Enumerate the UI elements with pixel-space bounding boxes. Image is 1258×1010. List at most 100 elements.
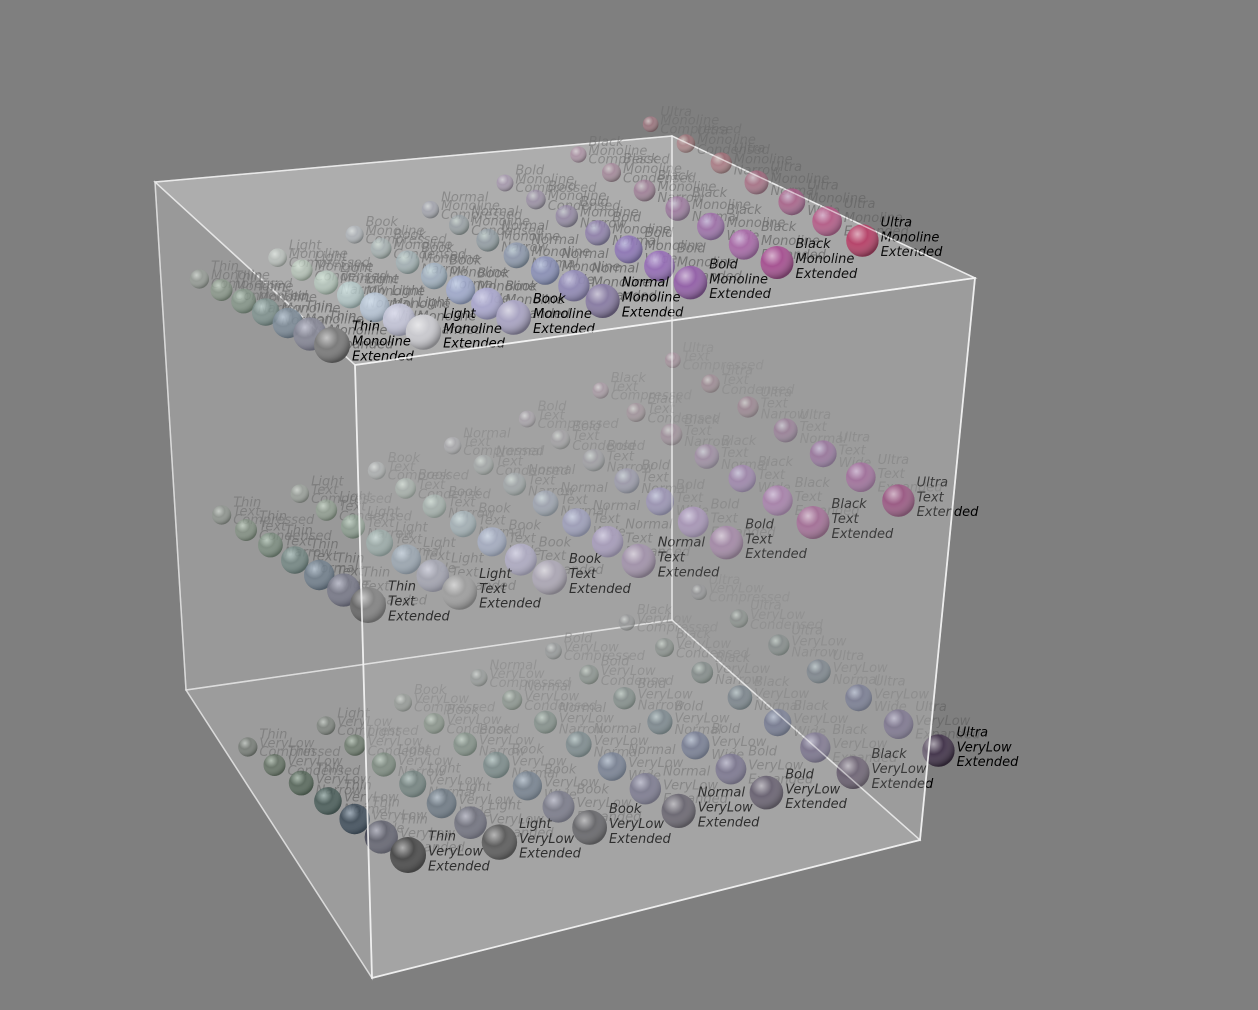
sphere-shading [503, 242, 530, 269]
data-point: Bold Monoline Condensed [526, 179, 621, 214]
point-label-line: Light [519, 817, 552, 832]
data-point: Ultra VeryLow Extended [922, 725, 1019, 770]
point-label-line: VeryLow [711, 735, 766, 750]
data-point: Book VeryLow Extended [572, 802, 671, 847]
sphere-tint [633, 179, 656, 202]
point-label: Book Text Extended [569, 552, 631, 597]
sphere-shading [496, 300, 531, 335]
point-label-line: Ultra [734, 142, 766, 157]
data-point: Bold Monoline Extended [673, 257, 772, 302]
point-label-line: VeryLow [663, 778, 718, 793]
sphere-shading [744, 170, 769, 195]
point-label-line: Text [648, 402, 676, 417]
sphere-shading [258, 532, 283, 558]
point-label-line: Extended [917, 505, 979, 520]
point-label-line: Bold [564, 632, 593, 647]
point-label-line: Normal [490, 658, 538, 673]
sphere-tint [359, 292, 390, 323]
point-label-line: VeryLow [637, 612, 692, 627]
sphere-tint [677, 506, 709, 538]
sphere-shading [768, 634, 790, 656]
data-point: UltraMonolineNarrow [710, 142, 793, 178]
data-point: BookTextWide [477, 518, 541, 559]
point-label-line: VeryLow [832, 737, 887, 752]
sphere-tint [728, 229, 760, 260]
data-point: Book VeryLow Compressed [394, 683, 496, 716]
point-label-line: VeryLow [915, 714, 970, 729]
point-label-line: Light [366, 273, 399, 288]
sphere-tint [454, 806, 487, 839]
sphere-shading [367, 461, 386, 480]
point-label-line: Light [479, 567, 512, 582]
sphere-shading [350, 587, 386, 623]
data-point: Black VeryLow Narrow [691, 651, 770, 688]
point-label: Black VeryLow Condensed [676, 627, 750, 662]
point-label-line: Monoline [366, 224, 425, 239]
sphere-tint [701, 374, 720, 393]
data-point: Black VeryLow Condensed [655, 627, 750, 662]
point-label-line: Normal [501, 219, 549, 234]
point-label-line: Monoline [881, 230, 940, 245]
sphere-tint [532, 490, 559, 517]
point-label-line: Bold [538, 400, 567, 415]
point-label-line: Bold [711, 722, 740, 737]
point-label-line: Black [648, 392, 684, 407]
sphere-shading [314, 787, 342, 815]
sphere-shading [405, 314, 442, 350]
point-label-line: Text [641, 470, 669, 485]
point-label-line: VeryLow [344, 791, 399, 806]
point-label: Ultra Text Expanded [878, 453, 944, 496]
point-label-line: Compressed [414, 701, 496, 716]
point-label-line: Text [684, 424, 712, 439]
sphere-tint [304, 559, 335, 591]
data-point: Ultra Monoline Compressed [642, 105, 742, 137]
data-point: Ultra Text Expanded [846, 453, 943, 496]
point-label-line: Monoline [589, 144, 648, 159]
point-label-line: Normal [594, 722, 642, 737]
point-label-line: Ultra [874, 674, 906, 689]
point-label-line: Bold [612, 210, 641, 225]
sphere-shading [762, 485, 793, 516]
sphere-tint [314, 270, 339, 295]
point-label-line: Monoline [796, 252, 855, 267]
point-label-line: Extended [428, 860, 490, 875]
point-label-line: Black [832, 723, 868, 738]
point-label: Thin Text Extended [388, 580, 450, 625]
sphere-tint [545, 642, 562, 660]
data-point: Normal VeryLow Narrow [533, 701, 614, 737]
point-label: Ultra VeryLow Extended [957, 725, 1019, 770]
point-label-line: Monoline [771, 172, 830, 187]
point-label-line: Text [285, 534, 313, 549]
sphere-shading [371, 752, 396, 777]
data-point: Normal Monoline Extended [585, 276, 684, 321]
sphere-shading [471, 287, 504, 320]
data-point: Book Text Extended [532, 552, 631, 597]
sphere-shading [647, 709, 673, 735]
data-point: Normal VeryLow Condensed [501, 680, 598, 714]
point-label: Light Monoline Expanded [417, 295, 483, 338]
sphere-shading [555, 205, 578, 228]
point-label-line: Light [417, 295, 450, 310]
sphere-shading [570, 146, 587, 163]
point-label-line: VeryLow [428, 773, 483, 788]
sphere-tint [235, 519, 257, 541]
sphere-shading [364, 820, 398, 854]
sphere-shading [477, 527, 507, 557]
point-label: Ultra VeryLow Condensed [750, 598, 824, 633]
data-point: Bold VeryLow Expanded [715, 745, 814, 788]
point-label-line: Text [625, 531, 653, 546]
sphere-shading [251, 298, 280, 326]
point-label-line: Extended [745, 547, 807, 562]
sphere-shading [481, 824, 518, 860]
sphere-shading [530, 256, 560, 285]
sphere-tint [644, 250, 675, 282]
sphere-shading [470, 669, 488, 687]
point-label-line: Normal [658, 536, 706, 551]
sphere-tint [883, 709, 914, 739]
data-point: Book Text Condensed [395, 468, 492, 503]
sphere-shading [473, 454, 494, 475]
point-label-line: Text [479, 582, 507, 597]
point-label-line: Text [722, 373, 750, 388]
data-point: BoldTextWide [646, 478, 709, 519]
